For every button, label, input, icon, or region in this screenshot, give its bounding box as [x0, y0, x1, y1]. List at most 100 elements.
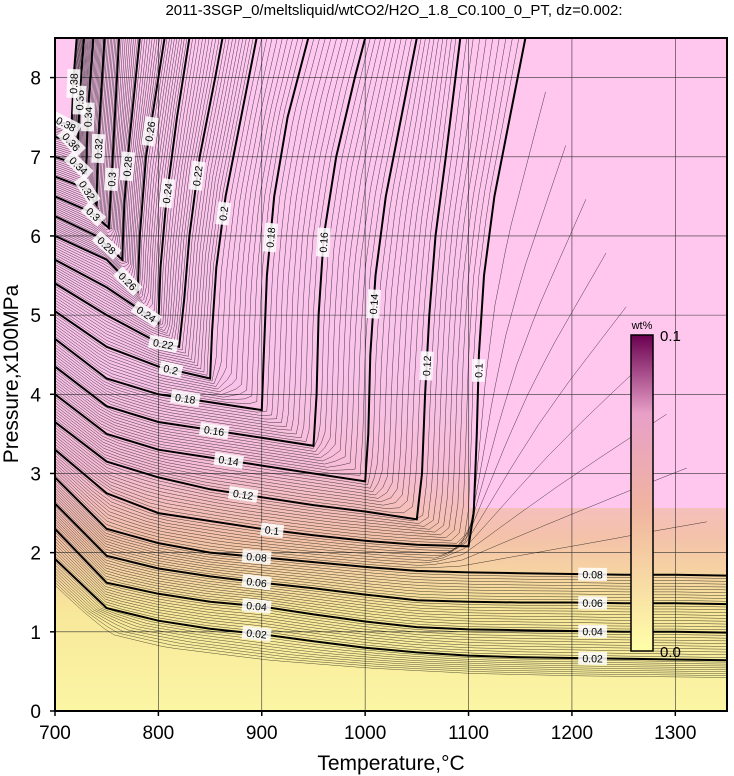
minor-contour [55, 479, 727, 579]
contour-label-text: 0.02 [246, 628, 268, 642]
minor-contour [55, 38, 200, 329]
minor-contour [55, 38, 376, 452]
minor-contour [55, 38, 481, 527]
contour-label-bg [578, 567, 608, 582]
contour-label-text: 0.14 [368, 293, 381, 314]
minor-contour [55, 38, 170, 296]
minor-contour [55, 38, 168, 293]
minor-contour [55, 537, 727, 642]
minor-contour [55, 38, 110, 213]
contour-label: 0.02 [241, 625, 272, 642]
minor-contour [55, 38, 315, 413]
minor-contour [55, 38, 213, 340]
contour-label-text: 0.08 [246, 551, 268, 565]
minor-contour [55, 38, 175, 302]
contour-label-bg [158, 178, 176, 209]
minor-contour [55, 505, 727, 608]
minor-contour [55, 38, 117, 224]
minor-contour [55, 508, 727, 611]
contour-label-text: 0.3 [106, 172, 119, 187]
contour-label-bg [315, 227, 331, 258]
contour-label-bg [215, 201, 232, 226]
contour-label: 0.04 [578, 624, 608, 638]
minor-contour [55, 474, 707, 569]
contour-label-text: 0.24 [161, 182, 176, 204]
minor-contour [55, 543, 727, 647]
minor-contour [55, 531, 727, 636]
minor-contour [55, 38, 132, 245]
minor-contour [55, 38, 435, 496]
minor-contour [55, 38, 143, 261]
contour-line [55, 38, 310, 412]
contour-label: 0.2 [215, 201, 232, 226]
contour-line [55, 38, 527, 548]
minor-contour [55, 38, 268, 385]
contour-label: 0.38 [66, 68, 81, 99]
contour-label-bg [213, 451, 244, 470]
contour-label-text: 0.18 [174, 392, 196, 407]
minor-contour [55, 38, 474, 524]
plot-frame [54, 37, 728, 712]
contour-label: 0.24 [158, 178, 176, 209]
minor-contour [55, 38, 326, 420]
minor-contour [55, 492, 727, 593]
contour-line [55, 38, 141, 262]
minor-contour [55, 38, 145, 262]
minor-contour [55, 38, 288, 395]
contour-label: 0.16 [198, 421, 230, 440]
minor-contour [55, 38, 500, 536]
contour-label: 0.06 [578, 596, 608, 610]
contour-label-bg [227, 485, 259, 504]
minor-contour [55, 38, 193, 324]
minor-contour [55, 561, 727, 663]
minor-contour [55, 38, 439, 499]
contour-label-text: 0.32 [93, 138, 106, 159]
minor-contour [55, 540, 727, 644]
contour-label: 0.1 [260, 522, 285, 539]
minor-contour [55, 552, 727, 656]
contour-label-text: 0.02 [582, 653, 603, 665]
contour-label-text: 0.14 [218, 454, 240, 469]
contour-label-bg [56, 126, 86, 157]
minor-contour [55, 38, 138, 257]
contour-label-bg [91, 133, 106, 164]
contour-label-bg [158, 360, 184, 379]
contour-label-bg [578, 651, 608, 666]
y-tick-label: 2 [30, 544, 41, 565]
minor-contour [55, 360, 647, 561]
x-axis-title: Temperature,°C [317, 752, 464, 775]
minor-contour [55, 38, 230, 354]
minor-contour [55, 38, 163, 287]
minor-contour [55, 38, 422, 486]
contour-label-bg [91, 230, 122, 260]
contour-label: 0.22 [147, 334, 179, 353]
minor-contour [55, 38, 457, 514]
minor-contour [55, 582, 727, 676]
x-tick-label: 1100 [448, 723, 489, 744]
contour-label: 0.04 [241, 598, 272, 614]
contour-label: 0.02 [578, 651, 608, 666]
contour-label: 0.22 [188, 160, 206, 191]
contour-label-text: 0.04 [582, 626, 603, 638]
contour-label: 0.14 [213, 451, 244, 470]
contour-label: 0.18 [170, 389, 201, 408]
minor-contour [55, 38, 134, 249]
minor-contour [55, 38, 155, 275]
contour-label-bg [80, 201, 107, 227]
chart-title: 2011-3SGP_0/meltsliquid/wtCO2/H2O_1.8_C0… [165, 2, 622, 19]
minor-contour [55, 495, 727, 596]
minor-contour [55, 38, 299, 401]
contour-label-bg [73, 174, 101, 206]
minor-contour [55, 38, 487, 530]
contour-label-text: 0.18 [264, 227, 278, 249]
contour-label-text: 0.22 [152, 337, 174, 353]
minor-contour [55, 38, 178, 304]
minor-contour [55, 38, 381, 455]
y-tick-label: 4 [30, 385, 41, 406]
contour-label-bg [260, 522, 285, 539]
x-tick-label: 900 [246, 723, 278, 744]
minor-contour [55, 38, 513, 541]
minor-contour [55, 38, 407, 471]
minor-contour [55, 38, 520, 544]
